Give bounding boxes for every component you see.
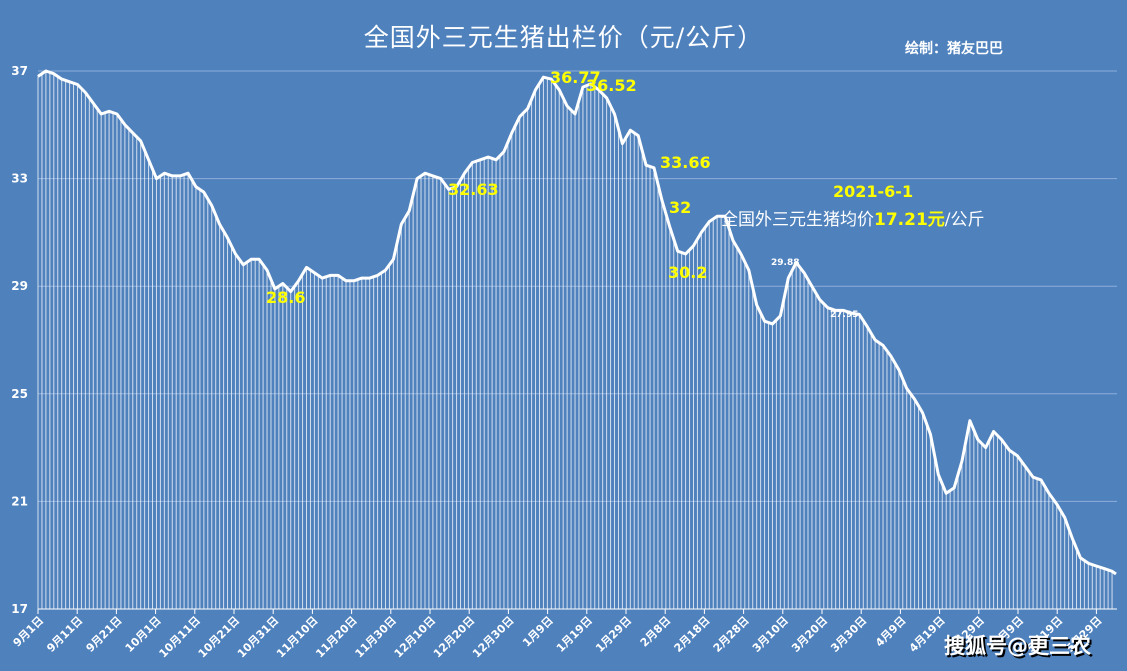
data-label: 36.77 [550, 68, 601, 87]
gridlines [38, 70, 1117, 502]
note-text: 全国外三元生猪均价17.21元/公斤 [721, 205, 985, 230]
x-tick-label: 3月20日 [789, 614, 830, 655]
data-label: 36.52 [586, 76, 637, 95]
note-date: 2021-6-1 [833, 182, 914, 201]
data-label: 33.66 [660, 153, 711, 172]
x-tick-label: 3月30日 [828, 614, 869, 655]
chart-credit: 绘制：猪友巴巴 [905, 41, 1003, 57]
x-tick-label: 9月21日 [84, 614, 125, 655]
x-tick-label: 12月20日 [431, 614, 477, 660]
x-tick-label: 1月9日 [520, 614, 556, 650]
x-tick-label: 12月30日 [470, 614, 516, 660]
x-tick-label: 1月19日 [554, 614, 595, 655]
data-label: 32.63 [448, 180, 499, 199]
x-tick-label: 4月9日 [873, 614, 909, 650]
chart-title: 全国外三元生猪出栏价（元/公斤） [363, 23, 764, 52]
data-label: 32 [669, 198, 691, 217]
y-tick-label: 33 [11, 172, 28, 186]
data-label: 28.6 [266, 288, 305, 307]
note-prefix: 全国外三元生猪均价 [721, 210, 874, 230]
x-tick-label: 10月11日 [157, 614, 203, 660]
price-line [37, 69, 1117, 576]
x-tick-label: 10月31日 [235, 614, 281, 660]
y-tick-label: 17 [11, 602, 28, 616]
x-tick-label: 9月11日 [44, 614, 85, 655]
note-suffix: /公斤 [944, 210, 985, 230]
x-tick-label: 9月1日 [11, 614, 47, 650]
y-tick-label: 29 [11, 279, 28, 293]
data-label: 30.2 [668, 263, 707, 282]
x-tick-label: 10月21日 [196, 614, 242, 660]
x-tick-label: 1月29日 [593, 614, 634, 655]
x-tick-label: 11月30日 [353, 614, 399, 660]
y-tick-label: 25 [11, 387, 28, 401]
drop-lines [37, 71, 1113, 609]
y-tick-label: 37 [11, 64, 28, 78]
watermark: 搜狐号@更三农 [944, 634, 1091, 658]
y-axis: 17 21 25 29 33 37 [11, 64, 28, 616]
x-tick-label: 12月10日 [392, 614, 438, 660]
note-value: 17.21元 [874, 210, 945, 230]
data-label: 27.95 [830, 310, 858, 320]
x-tick-label: 2月8日 [638, 614, 674, 650]
x-tick-label: 3月10日 [750, 614, 791, 655]
data-label: 29.88 [771, 258, 799, 268]
x-tick-label: 11月20日 [313, 614, 359, 660]
x-tick-label: 11月10日 [274, 614, 320, 660]
x-tick-label: 2月28日 [711, 614, 752, 655]
x-tick-label: 4月19日 [907, 614, 948, 655]
y-tick-label: 21 [11, 494, 28, 508]
x-tick-label: 2月18日 [672, 614, 713, 655]
